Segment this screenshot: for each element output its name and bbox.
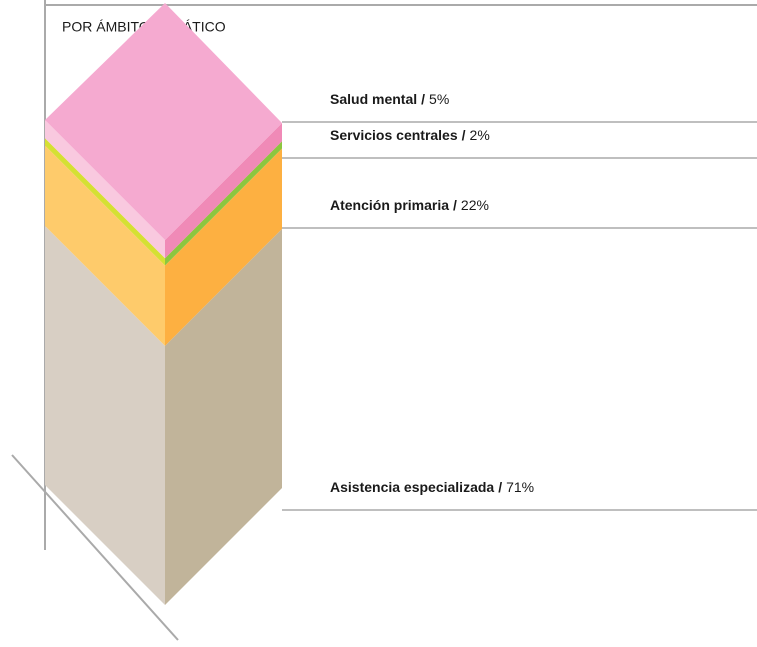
separator: / bbox=[453, 197, 457, 213]
category-name: Salud mental bbox=[330, 91, 417, 107]
frame-line bbox=[11, 454, 179, 641]
segment-label: Asistencia especializada/71% bbox=[330, 479, 534, 495]
segment-right-face bbox=[165, 228, 282, 605]
separator: / bbox=[421, 91, 425, 107]
value-label: 71% bbox=[506, 479, 534, 495]
segment-left-face bbox=[45, 225, 165, 605]
segment-left-face bbox=[45, 120, 165, 259]
segment-label: Atención primaria/22% bbox=[330, 197, 489, 213]
category-name: Atención primaria bbox=[330, 197, 449, 213]
segment-right-face bbox=[165, 123, 282, 259]
separator: / bbox=[462, 127, 466, 143]
category-name: Servicios centrales bbox=[330, 127, 458, 143]
segment-left-face bbox=[45, 138, 165, 266]
segment-right-face bbox=[165, 148, 282, 346]
segment-top-face bbox=[45, 3, 282, 240]
segment-label: Salud mental/5% bbox=[330, 91, 449, 107]
segment-right-face bbox=[165, 141, 282, 266]
value-label: 22% bbox=[461, 197, 489, 213]
separator: / bbox=[498, 479, 502, 495]
segment-label: Servicios centrales/2% bbox=[330, 127, 490, 143]
segment-left-face bbox=[45, 145, 165, 346]
category-name: Asistencia especializada bbox=[330, 479, 494, 495]
value-label: 2% bbox=[470, 127, 490, 143]
value-label: 5% bbox=[429, 91, 449, 107]
